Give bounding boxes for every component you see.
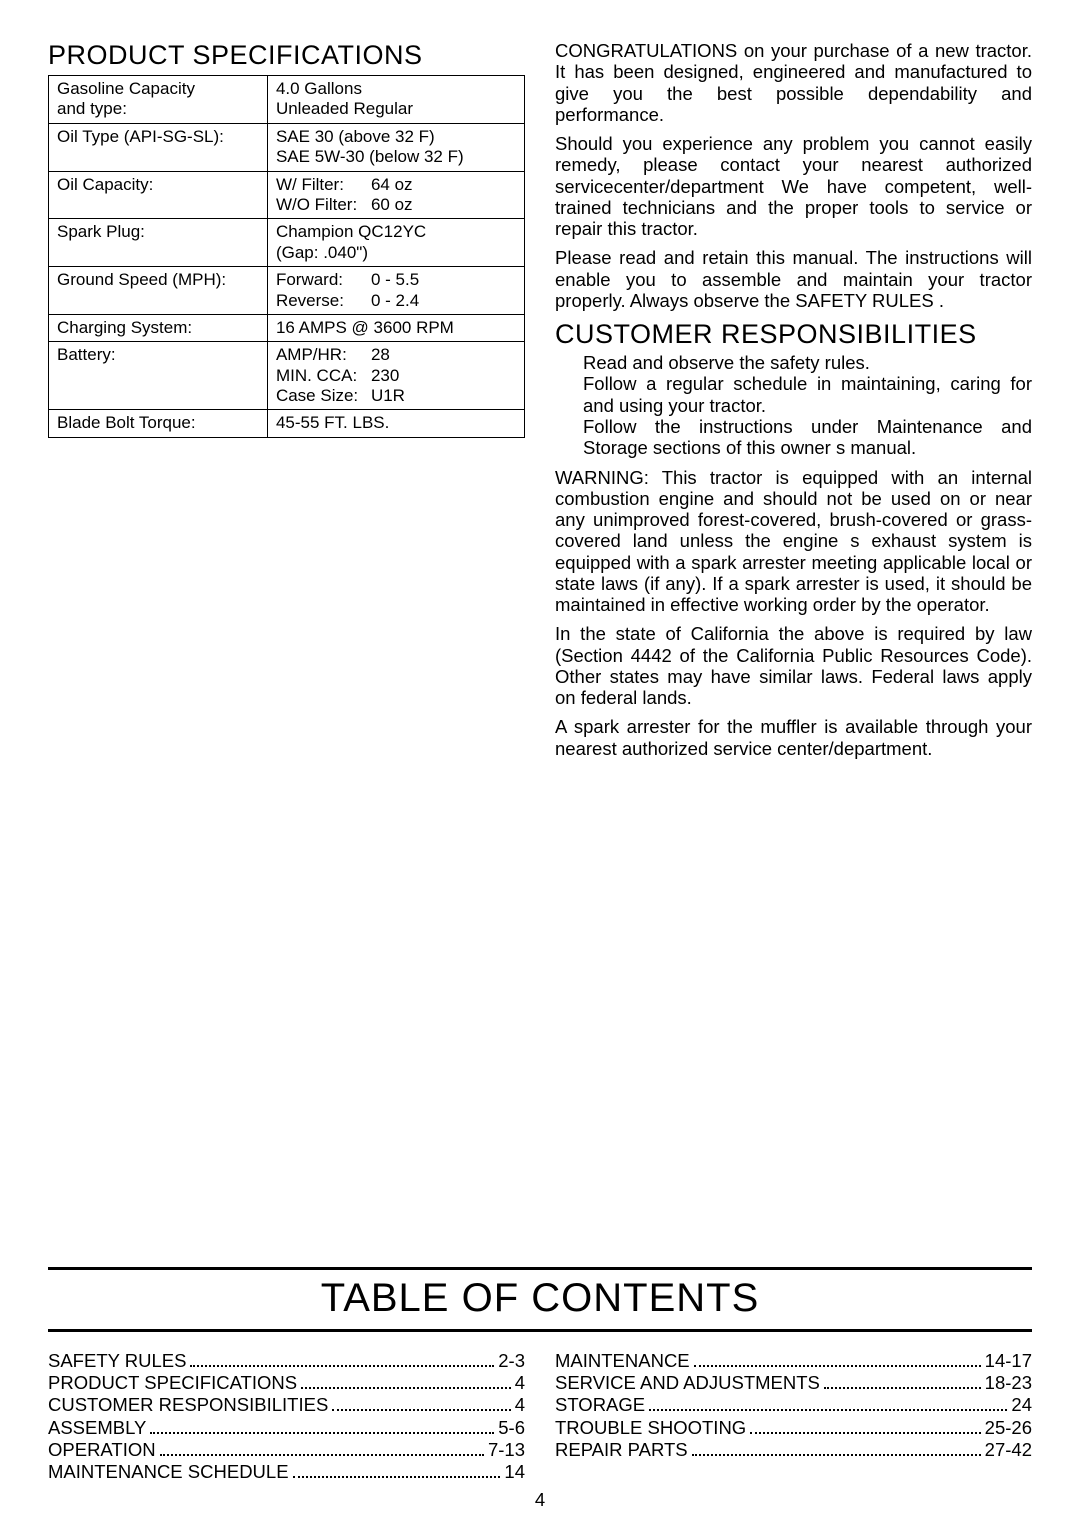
specifications-table: Gasoline Capacityand type:4.0 GallonsUnl… bbox=[48, 75, 525, 438]
toc-entry-page: 7-13 bbox=[488, 1439, 525, 1461]
spec-label: Blade Bolt Torque: bbox=[49, 410, 268, 437]
toc-leader-dots bbox=[293, 1476, 501, 1478]
toc-left-column: SAFETY RULES2-3PRODUCT SPECIFICATIONS4CU… bbox=[48, 1350, 525, 1483]
spec-label: Spark Plug: bbox=[49, 219, 268, 267]
toc-entry-title: ASSEMBLY bbox=[48, 1417, 146, 1439]
toc-entry-title: CUSTOMER RESPONSIBILITIES bbox=[48, 1394, 328, 1416]
toc-entry: STORAGE 24 bbox=[555, 1394, 1032, 1416]
right-column: CONGRATULATIONS on your purchase of a ne… bbox=[555, 40, 1032, 767]
spec-value: W/ Filter:64 ozW/O Filter:60 oz bbox=[267, 171, 524, 219]
toc-entry-page: 5-6 bbox=[498, 1417, 525, 1439]
spec-row: Oil Capacity:W/ Filter:64 ozW/O Filter:6… bbox=[49, 171, 525, 219]
california-paragraph: In the state of California the above is … bbox=[555, 623, 1032, 708]
toc-entry-title: TROUBLE SHOOTING bbox=[555, 1417, 746, 1439]
page-number: 4 bbox=[48, 1489, 1032, 1511]
spec-row: Oil Type (API-SG-SL):SAE 30 (above 32 F)… bbox=[49, 123, 525, 171]
two-column-layout: PRODUCT SPECIFICATIONS Gasoline Capacity… bbox=[48, 40, 1032, 767]
spec-row: Spark Plug:Champion QC12YC(Gap: .040") bbox=[49, 219, 525, 267]
toc-leader-dots bbox=[301, 1387, 511, 1389]
toc-leader-dots bbox=[190, 1365, 494, 1367]
spec-label: Battery: bbox=[49, 342, 268, 410]
toc-entry-title: SAFETY RULES bbox=[48, 1350, 186, 1372]
manual-page: PRODUCT SPECIFICATIONS Gasoline Capacity… bbox=[0, 0, 1080, 1531]
toc-entry: OPERATION 7-13 bbox=[48, 1439, 525, 1461]
congrats-paragraph: CONGRATULATIONS on your purchase of a ne… bbox=[555, 40, 1032, 125]
spec-value: 45-55 FT. LBS. bbox=[267, 410, 524, 437]
toc-entry-page: 24 bbox=[1011, 1394, 1032, 1416]
spec-label: Ground Speed (MPH): bbox=[49, 267, 268, 315]
warning-paragraph: WARNING: This tractor is equipped with a… bbox=[555, 467, 1032, 616]
responsibilities-list: Read and observe the safety rules.Follow… bbox=[555, 352, 1032, 458]
toc-leader-dots bbox=[824, 1387, 981, 1389]
spec-value: SAE 30 (above 32 F)SAE 5W-30 (below 32 F… bbox=[267, 123, 524, 171]
spec-row: Ground Speed (MPH):Forward:0 - 5.5Revers… bbox=[49, 267, 525, 315]
spec-label: Oil Type (API-SG-SL): bbox=[49, 123, 268, 171]
toc-leader-dots bbox=[750, 1432, 980, 1434]
product-specs-heading: PRODUCT SPECIFICATIONS bbox=[48, 40, 525, 71]
toc-entry: MAINTENANCE 14-17 bbox=[555, 1350, 1032, 1372]
toc-entry-title: REPAIR PARTS bbox=[555, 1439, 688, 1461]
spec-value: 16 AMPS @ 3600 RPM bbox=[267, 314, 524, 341]
spec-label: Charging System: bbox=[49, 314, 268, 341]
toc-entry-page: 4 bbox=[515, 1394, 525, 1416]
left-column: PRODUCT SPECIFICATIONS Gasoline Capacity… bbox=[48, 40, 525, 767]
responsibility-item: Follow a regular schedule in maintaining… bbox=[583, 373, 1032, 416]
responsibility-item: Read and observe the safety rules. bbox=[583, 352, 1032, 373]
toc-heading: TABLE OF CONTENTS bbox=[48, 1267, 1032, 1332]
toc-entry: REPAIR PARTS 27-42 bbox=[555, 1439, 1032, 1461]
toc-entry: TROUBLE SHOOTING 25-26 bbox=[555, 1417, 1032, 1439]
spec-row: Blade Bolt Torque:45-55 FT. LBS. bbox=[49, 410, 525, 437]
table-of-contents: TABLE OF CONTENTS SAFETY RULES2-3PRODUCT… bbox=[48, 1267, 1032, 1511]
spec-value: Champion QC12YC(Gap: .040") bbox=[267, 219, 524, 267]
toc-entry-title: STORAGE bbox=[555, 1394, 645, 1416]
service-paragraph: Should you experience any problem you ca… bbox=[555, 133, 1032, 239]
toc-entry: SERVICE AND ADJUSTMENTS 18-23 bbox=[555, 1372, 1032, 1394]
toc-entry-page: 14 bbox=[504, 1461, 525, 1483]
spec-row: Charging System:16 AMPS @ 3600 RPM bbox=[49, 314, 525, 341]
toc-entry-title: PRODUCT SPECIFICATIONS bbox=[48, 1372, 297, 1394]
toc-entry: CUSTOMER RESPONSIBILITIES 4 bbox=[48, 1394, 525, 1416]
read-manual-paragraph: Please read and retain this manual. The … bbox=[555, 247, 1032, 311]
toc-leader-dots bbox=[332, 1409, 510, 1411]
toc-entry-page: 25-26 bbox=[985, 1417, 1032, 1439]
toc-entry-title: OPERATION bbox=[48, 1439, 156, 1461]
toc-entry: MAINTENANCE SCHEDULE 14 bbox=[48, 1461, 525, 1483]
toc-entry-title: SERVICE AND ADJUSTMENTS bbox=[555, 1372, 820, 1394]
spec-row: Gasoline Capacityand type:4.0 GallonsUnl… bbox=[49, 76, 525, 124]
toc-leader-dots bbox=[692, 1454, 981, 1456]
toc-entry-title: MAINTENANCE bbox=[555, 1350, 690, 1372]
toc-leader-dots bbox=[649, 1409, 1007, 1411]
toc-entry-page: 4 bbox=[515, 1372, 525, 1394]
toc-entry: SAFETY RULES 2-3 bbox=[48, 1350, 525, 1372]
toc-leader-dots bbox=[694, 1365, 981, 1367]
toc-columns: SAFETY RULES2-3PRODUCT SPECIFICATIONS4CU… bbox=[48, 1350, 1032, 1483]
spec-value: Forward:0 - 5.5Reverse:0 - 2.4 bbox=[267, 267, 524, 315]
spec-row: Battery:AMP/HR:28MIN. CCA:230Case Size:U… bbox=[49, 342, 525, 410]
toc-entry-title: MAINTENANCE SCHEDULE bbox=[48, 1461, 289, 1483]
toc-entry-page: 27-42 bbox=[985, 1439, 1032, 1461]
spec-value: AMP/HR:28MIN. CCA:230Case Size:U1R bbox=[267, 342, 524, 410]
toc-entry-page: 14-17 bbox=[985, 1350, 1032, 1372]
customer-responsibilities-heading: CUSTOMER RESPONSIBILITIES bbox=[555, 319, 1032, 350]
spec-label: Oil Capacity: bbox=[49, 171, 268, 219]
toc-leader-dots bbox=[150, 1432, 494, 1434]
toc-leader-dots bbox=[160, 1454, 484, 1456]
toc-entry: PRODUCT SPECIFICATIONS 4 bbox=[48, 1372, 525, 1394]
toc-entry-page: 2-3 bbox=[498, 1350, 525, 1372]
toc-right-column: MAINTENANCE 14-17 SERVICE AND ADJUSTMENTS 1… bbox=[555, 1350, 1032, 1483]
responsibility-item: Follow the instructions under Maintenanc… bbox=[583, 416, 1032, 459]
spark-arrester-paragraph: A spark arrester for the muffler is avai… bbox=[555, 716, 1032, 759]
spec-label: Gasoline Capacityand type: bbox=[49, 76, 268, 124]
spec-value: 4.0 GallonsUnleaded Regular bbox=[267, 76, 524, 124]
toc-entry: ASSEMBLY 5-6 bbox=[48, 1417, 525, 1439]
toc-entry-page: 18-23 bbox=[985, 1372, 1032, 1394]
